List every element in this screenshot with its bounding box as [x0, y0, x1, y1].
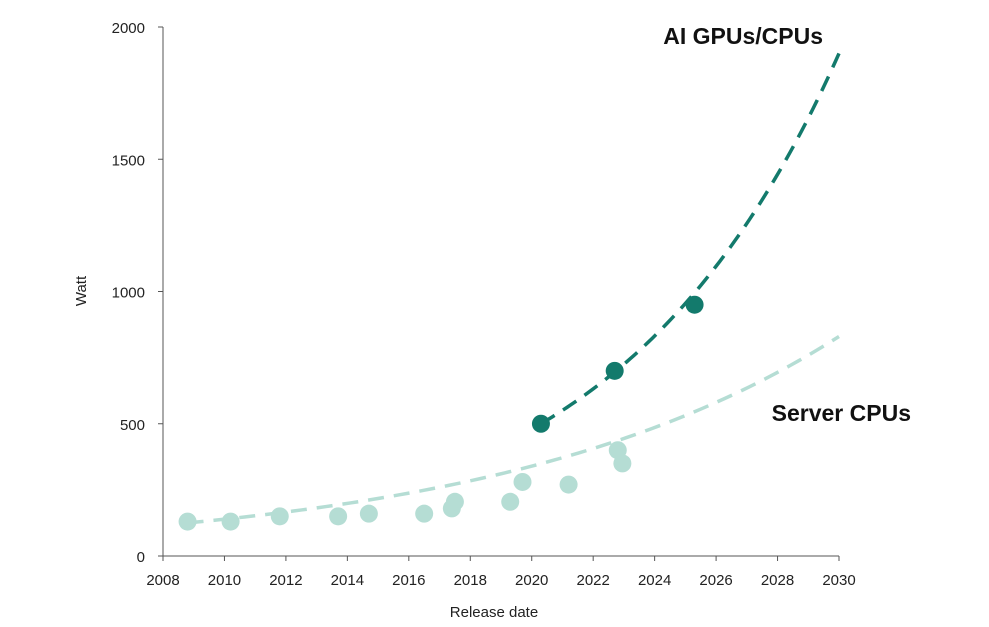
x-tick-label: 2028: [761, 572, 794, 589]
data-point-server-cpus: [359, 504, 378, 523]
x-tick-label: 2016: [392, 572, 425, 589]
x-tick-label: 2030: [822, 572, 855, 589]
x-tick-label: 2012: [269, 572, 302, 589]
y-tick-label: 0: [137, 549, 145, 566]
data-point-ai-gpus-cpus: [531, 414, 550, 433]
data-point-server-cpus: [178, 512, 197, 531]
data-points: [178, 295, 704, 531]
x-tick-label: 2026: [699, 572, 732, 589]
data-point-server-cpus: [613, 454, 632, 473]
x-tick-label: 2020: [515, 572, 548, 589]
data-point-ai-gpus-cpus: [685, 295, 704, 314]
x-axis-title: Release date: [450, 604, 538, 621]
y-tick-label: 1500: [112, 152, 145, 169]
data-point-server-cpus: [559, 475, 578, 494]
x-tick-label: 2024: [638, 572, 671, 589]
x-tick-label: 2018: [454, 572, 487, 589]
trend-lines: [187, 52, 841, 525]
data-point-server-cpus: [329, 507, 348, 526]
axes: 2008 2010 2012 2014 2016 2018 2020 2022 2024 2026…: [112, 20, 856, 589]
series-label-ai: AI GPUs/CPUs: [663, 23, 823, 49]
trend-line-ai-gpus-cpus: [540, 52, 841, 426]
x-tick-label: 2008: [146, 572, 179, 589]
x-tick-label: 2014: [331, 572, 364, 589]
data-point-server-cpus: [445, 492, 464, 511]
trend-line-server-cpus: [187, 334, 840, 525]
data-point-server-cpus: [270, 507, 289, 526]
data-point-ai-gpus-cpus: [605, 361, 624, 380]
y-tick-label: 1000: [112, 285, 145, 302]
y-axis-title: Watt: [73, 275, 90, 306]
x-ticks: 2008 2010 2012 2014 2016 2018 2020 2022 2024 2026…: [146, 556, 856, 589]
data-point-server-cpus: [513, 472, 532, 491]
data-point-server-cpus: [415, 504, 434, 523]
data-point-server-cpus: [501, 492, 520, 511]
x-tick-label: 2010: [208, 572, 241, 589]
y-ticks: 0 500 1000 1500 2000: [112, 20, 163, 566]
y-tick-label: 500: [120, 417, 145, 434]
y-tick-label: 2000: [112, 20, 145, 37]
x-tick-label: 2022: [576, 572, 609, 589]
series-label-server: Server CPUs: [772, 400, 911, 426]
data-point-server-cpus: [221, 512, 240, 531]
